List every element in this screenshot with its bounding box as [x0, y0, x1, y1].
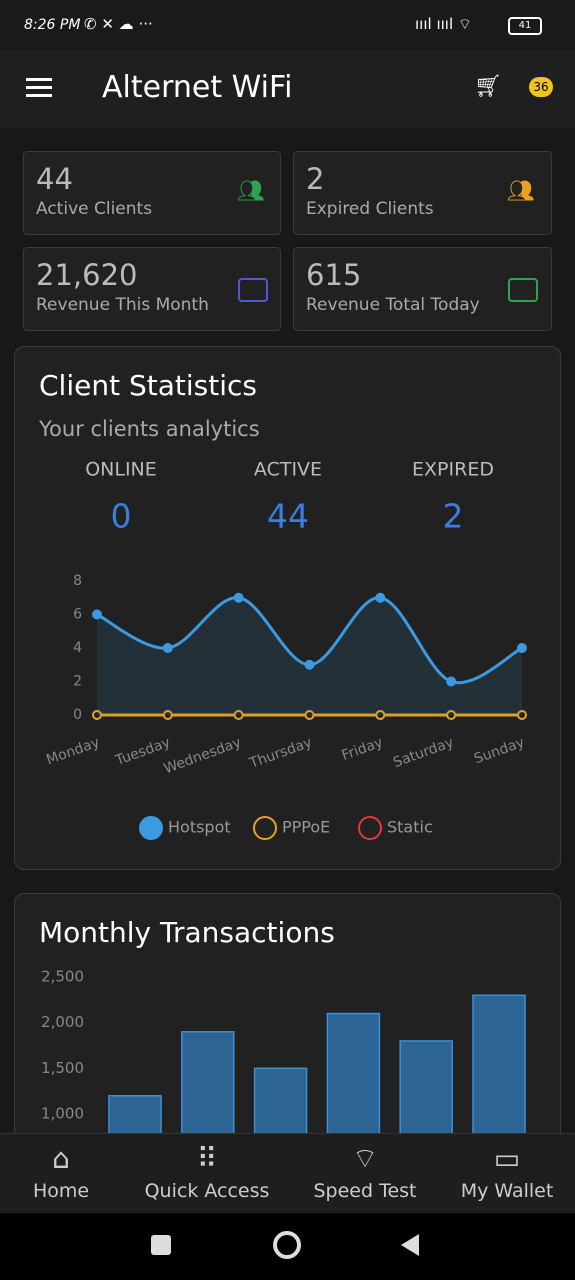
point — [516, 710, 527, 720]
y-tick-label: 2,000 — [41, 1013, 84, 1031]
x-tick-label: Friday — [340, 734, 385, 764]
nav-label[interactable]: Quick Access — [144, 1180, 270, 1202]
legend-marker — [139, 816, 163, 840]
x-tick-label: Saturday — [391, 734, 456, 771]
nav-icon[interactable]: ⌂ — [52, 1142, 70, 1175]
point — [304, 710, 315, 720]
point — [162, 710, 173, 720]
stat-label: ACTIVE — [254, 459, 322, 481]
y-tick-label: 2 — [73, 674, 82, 690]
recents-button[interactable] — [151, 1235, 171, 1255]
icon: 👥︎ — [237, 179, 265, 204]
card-label: Revenue This Month — [36, 295, 209, 315]
cart-button[interactable]: 🛒︎ — [474, 74, 502, 99]
y-tick-label: 1,500 — [41, 1059, 84, 1077]
stat-card: 615 Revenue Total Today — [293, 247, 552, 331]
client-statistics-card: Client Statistics Your clients analytics — [14, 346, 561, 870]
stat-card: 44 Active Clients 👥︎ — [23, 151, 281, 235]
section-title: Monthly Transactions — [39, 916, 335, 949]
legend-label: Hotspot — [168, 818, 231, 837]
icon — [508, 278, 538, 302]
y-tick-label: 4 — [73, 640, 82, 656]
x-tick-label: Thursday — [247, 734, 315, 772]
status-bar: 8:26 PM ✆ ✕ ☁ ··· ıııl ıııl ⌔ 41 — [0, 0, 575, 50]
legend-label: Static — [387, 818, 433, 837]
nav-icon[interactable]: ⠿ — [196, 1142, 218, 1175]
point — [446, 710, 457, 720]
status-icons: ✆ ✕ ☁ ··· — [84, 15, 153, 33]
icon — [238, 278, 268, 302]
point — [446, 676, 457, 687]
point — [162, 643, 173, 653]
card-label: Expired Clients — [306, 199, 434, 219]
nav-label[interactable]: My Wallet — [460, 1180, 554, 1202]
battery: 41 — [508, 17, 542, 35]
notification-badge[interactable]: 36 — [529, 77, 553, 97]
stat-value: 2 — [443, 497, 464, 536]
point — [304, 659, 315, 670]
bottom-nav: ⌂ Home ⠿ Quick Access ⌔ Speed Test ▭ My Wallet — [0, 1133, 575, 1214]
x-tick-label: Sunday — [472, 734, 527, 767]
x-tick-label: Monday — [44, 734, 101, 768]
point — [233, 710, 244, 720]
section-title: Client Statistics — [39, 369, 257, 402]
nav-icon[interactable]: ▭ — [493, 1142, 521, 1175]
menu-button[interactable] — [26, 78, 52, 81]
y-tick-label: 8 — [73, 573, 82, 589]
nav-label[interactable]: Home — [32, 1180, 90, 1202]
home-button[interactable] — [273, 1231, 301, 1259]
stat-card: 21,620 Revenue This Month — [23, 247, 281, 331]
system-nav — [0, 1213, 575, 1280]
point — [233, 592, 244, 603]
stat-label: EXPIRED — [412, 459, 494, 481]
y-tick-label: 1,000 — [41, 1105, 84, 1123]
stat-card: 2 Expired Clients 👥︎ — [293, 151, 552, 235]
legend-marker — [253, 816, 277, 840]
app-title: Alternet WiFi — [102, 70, 293, 105]
card-value: 21,620 — [36, 258, 138, 292]
y-tick-label: 2,500 — [41, 968, 84, 986]
card-label: Active Clients — [36, 199, 153, 219]
point — [92, 710, 102, 720]
nav-label[interactable]: Speed Test — [313, 1180, 417, 1202]
legend-marker — [358, 816, 382, 840]
legend-label: PPPoE — [282, 818, 330, 837]
point — [516, 643, 527, 653]
card-value: 2 — [306, 162, 325, 196]
app-bar: Alternet WiFi 🛒︎ 36 — [0, 50, 575, 128]
back-button[interactable] — [401, 1234, 419, 1256]
card-value: 44 — [36, 162, 73, 196]
card-label: Revenue Total Today — [306, 295, 480, 315]
area — [97, 597, 522, 715]
point — [92, 609, 102, 620]
signal: ıııl ıııl ⌔ — [415, 15, 472, 33]
icon: 👥︎ — [507, 179, 535, 204]
section-subtitle: Your clients analytics — [39, 417, 260, 441]
point — [375, 592, 386, 603]
point — [375, 710, 386, 720]
x-tick-label: Wednesday — [162, 734, 244, 777]
y-tick-label: 6 — [73, 607, 82, 623]
y-tick-label: 0 — [73, 707, 82, 723]
stat-label: ONLINE — [85, 459, 157, 481]
card-value: 615 — [306, 258, 362, 292]
nav-icon[interactable]: ⌔ — [351, 1142, 379, 1175]
stat-value: 44 — [267, 497, 309, 536]
stat-value: 0 — [111, 497, 132, 536]
time: 8:26 PM — [24, 17, 81, 33]
